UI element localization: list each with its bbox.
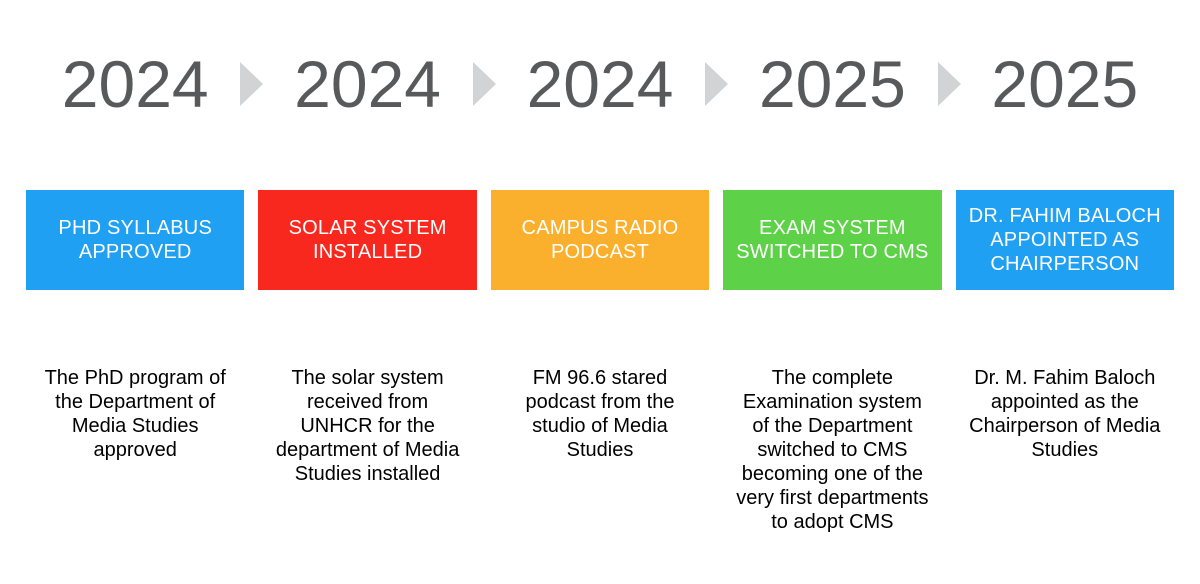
event-boxes-row: PHD SYLLABUS APPROVED SOLAR SYSTEM INSTA… [0,190,1200,290]
event-title: DR. FAHIM BALOCH APPOINTED AS CHAIRPERSO… [968,205,1161,275]
year-cell-3: 2024 [491,42,729,126]
event-title-box-chairperson: DR. FAHIM BALOCH APPOINTED AS CHAIRPERSO… [955,190,1174,290]
description-cell-1: The PhD program of the Department of Med… [26,366,244,534]
right-triangle-arrow-icon [240,62,264,106]
description-cell-3: FM 96.6 stared podcast from the studio o… [491,366,709,534]
event-title: EXAM SYSTEM SWITCHED TO CMS [736,217,929,263]
years-row: 2024 2024 2024 2025 2025 [0,42,1200,126]
year-cell-1: 2024 [26,42,264,126]
event-description: The solar system received from UNHCR for… [275,367,460,485]
year-label: 2025 [758,47,906,121]
description-cell-2: The solar system received from UNHCR for… [258,366,476,534]
event-title: CAMPUS RADIO PODCAST [521,217,679,263]
right-triangle-arrow-icon [705,62,729,106]
event-title-box-solar-system: SOLAR SYSTEM INSTALLED [258,190,477,290]
descriptions-row: The PhD program of the Department of Med… [0,366,1200,534]
year-label: 2024 [526,47,674,121]
year-label: 2024 [294,47,441,121]
event-title-box-campus-radio: CAMPUS RADIO PODCAST [490,190,710,290]
year-label: 2024 [61,47,209,121]
event-description: The PhD program of the Department of Med… [44,367,226,461]
year-label: 2025 [991,47,1139,121]
right-triangle-arrow-icon [937,62,961,106]
event-title-box-phd-syllabus: PHD SYLLABUS APPROVED [26,190,245,290]
description-cell-5: Dr. M. Fahim Baloch appointed as the Cha… [956,366,1174,534]
event-description: The complete Examination system of the D… [736,367,929,533]
year-cell-4: 2025 [723,42,961,126]
event-title: PHD SYLLABUS APPROVED [58,217,212,263]
event-title-box-exam-system: EXAM SYSTEM SWITCHED TO CMS [723,190,942,290]
year-cell-5: 2025 [956,42,1174,126]
year-cell-2: 2024 [258,42,496,126]
description-cell-4: The complete Examination system of the D… [723,366,941,534]
event-title: SOLAR SYSTEM INSTALLED [288,217,447,263]
event-description: FM 96.6 stared podcast from the studio o… [525,367,675,461]
right-triangle-arrow-icon [472,62,496,106]
event-description: Dr. M. Fahim Baloch appointed as the Cha… [969,367,1161,461]
